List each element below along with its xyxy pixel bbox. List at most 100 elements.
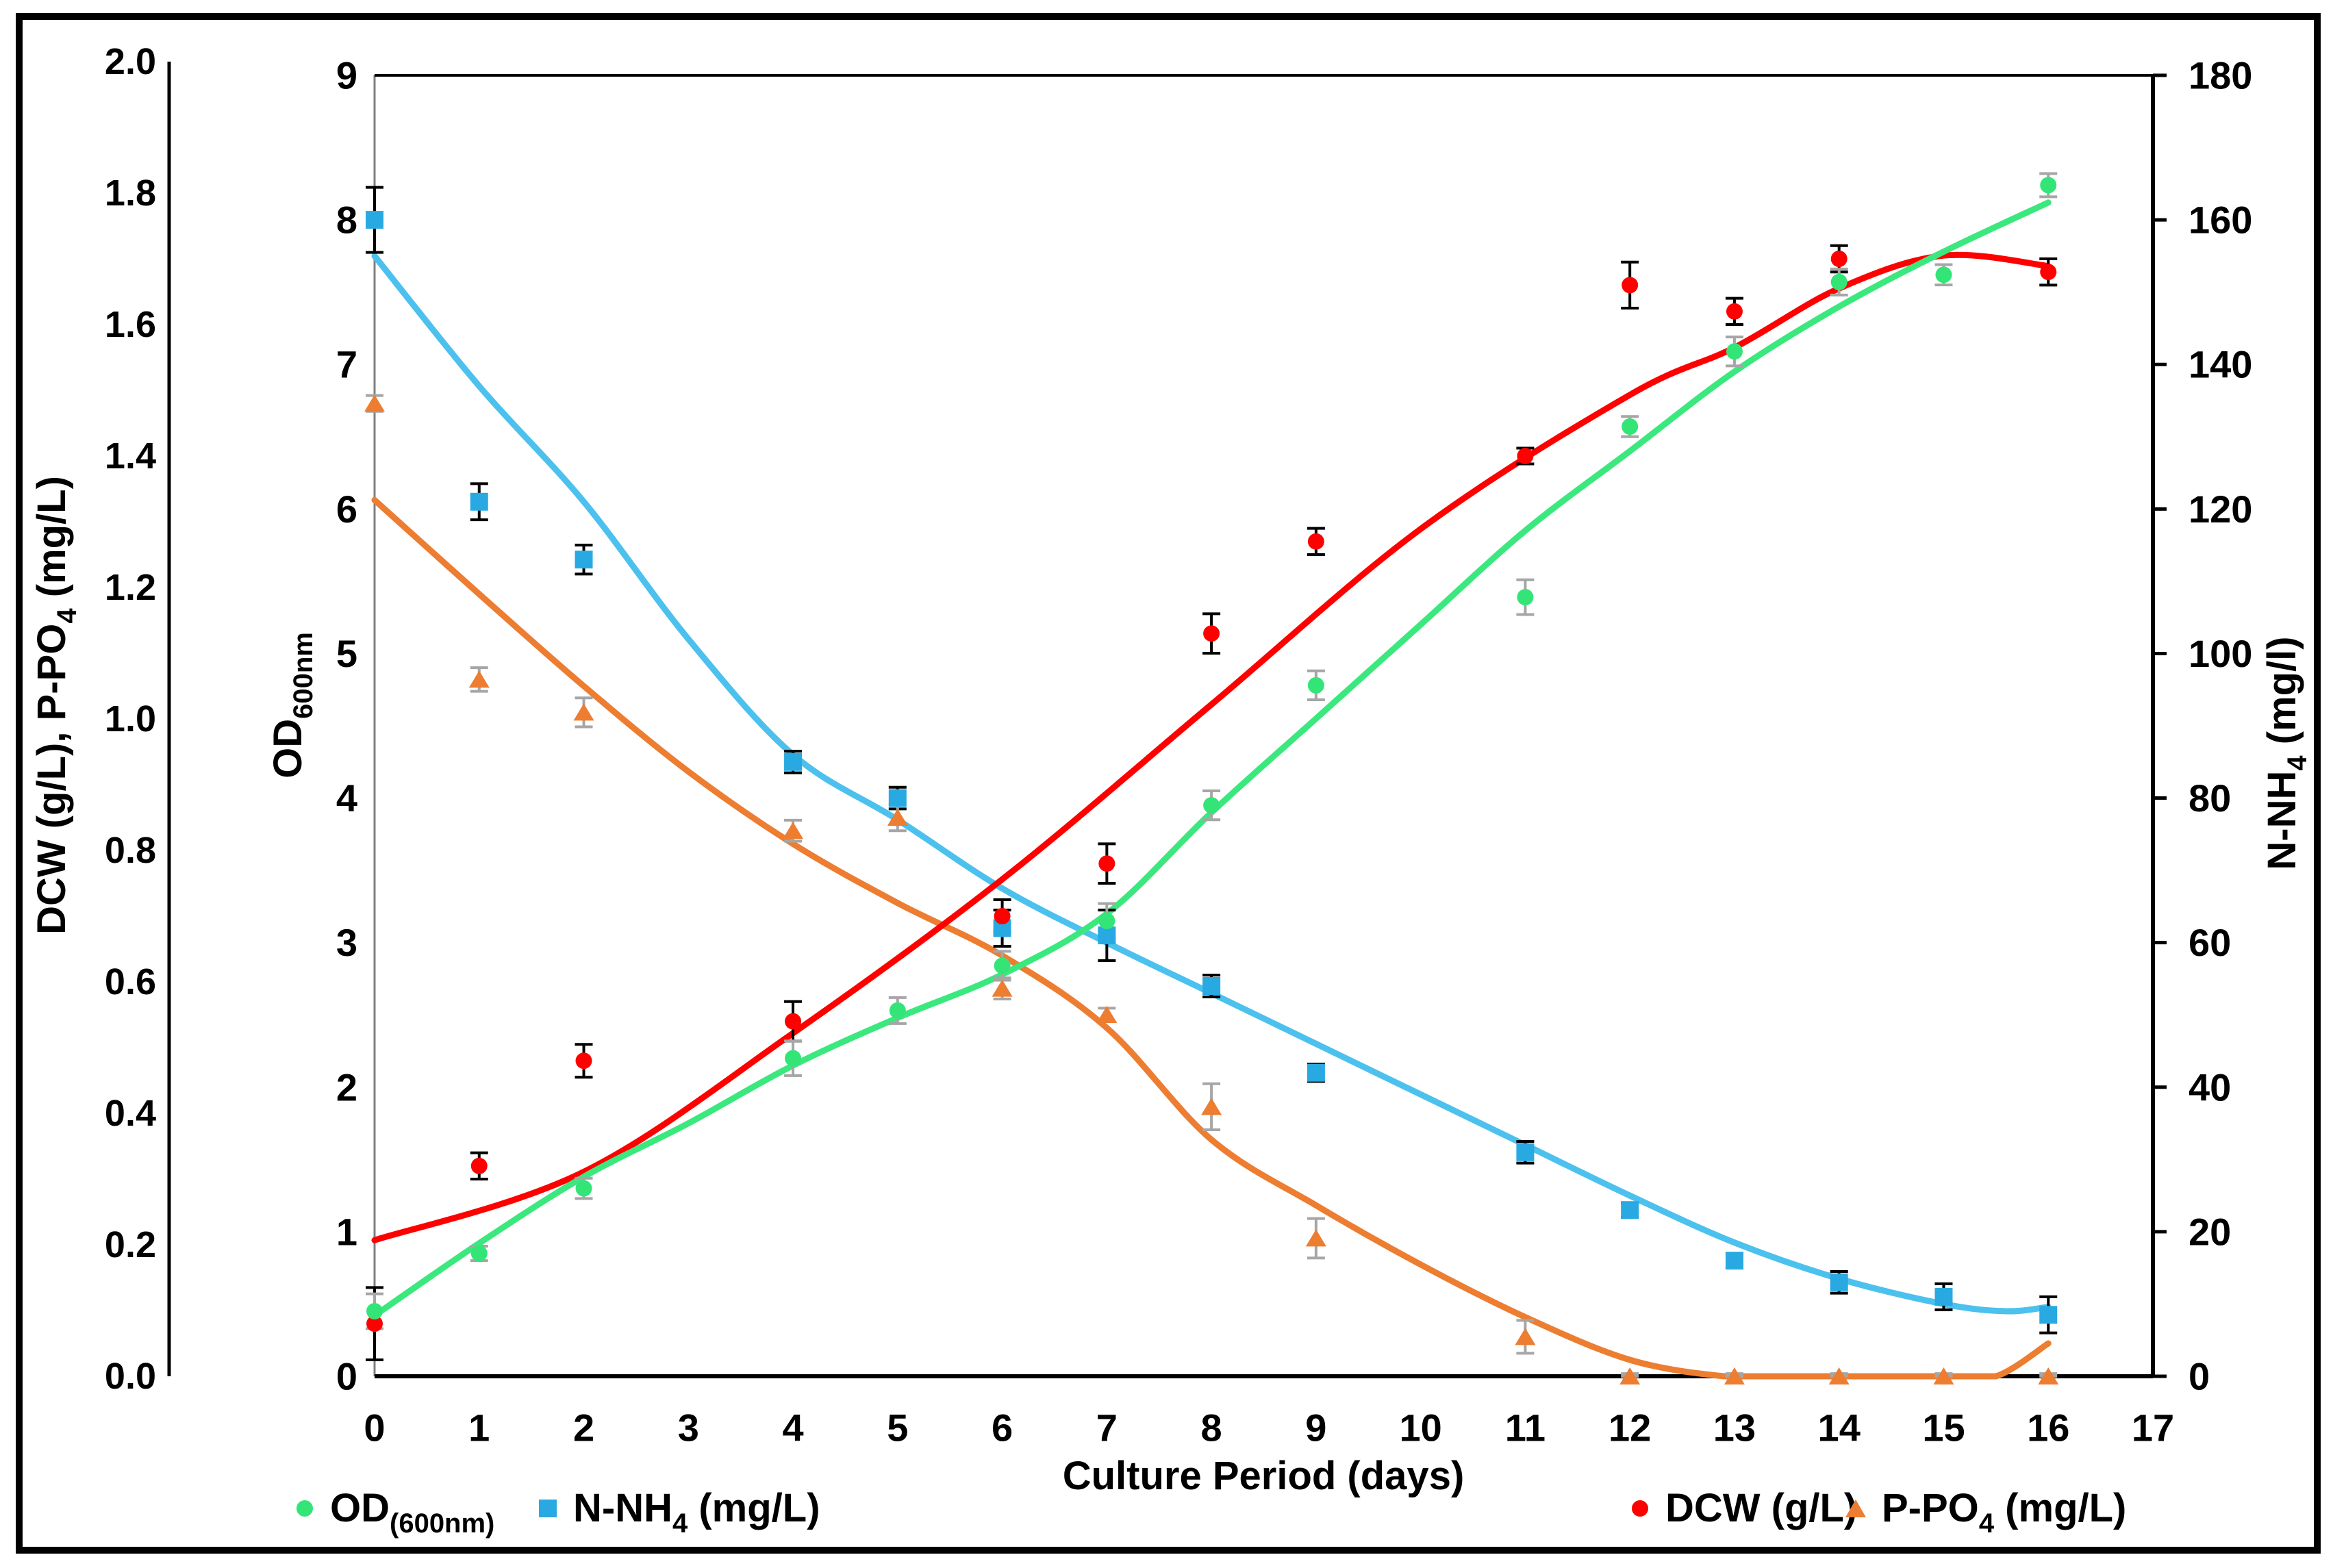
marker-od-day-11 xyxy=(1517,589,1534,606)
x-tick-label: 14 xyxy=(1818,1406,1861,1450)
left-inner-tick-label: 1 xyxy=(336,1210,357,1253)
marker-od-day-4 xyxy=(785,1050,802,1067)
left-inner-tick-label: 8 xyxy=(336,199,357,242)
marker-dcw-day-7 xyxy=(1098,855,1115,872)
right-tick-label: 60 xyxy=(2189,921,2231,964)
left-outer-tick-label: 0.8 xyxy=(105,830,156,871)
marker-od-day-5 xyxy=(889,1002,906,1019)
marker-dcw-day-14 xyxy=(1830,251,1848,267)
marker-dcw-day-0 xyxy=(366,1315,383,1332)
marker-nnh4-day-11 xyxy=(1516,1143,1535,1161)
marker-od-day-14 xyxy=(1830,273,1848,290)
marker-od-day-9 xyxy=(1307,676,1324,694)
left-outer-tick-label: 1.0 xyxy=(105,698,156,739)
marker-od-day-15 xyxy=(1935,266,1952,283)
marker-nnh4-day-9 xyxy=(1307,1063,1325,1082)
marker-ppo4-day-15 xyxy=(1933,1367,1954,1384)
right-tick-label: 20 xyxy=(2189,1210,2231,1253)
marker-nnh4-day-5 xyxy=(888,789,907,807)
left-outer-tick-label: 0.2 xyxy=(105,1224,156,1265)
legend: OD(600nm) N-NH4 (mg/L) DCW (g/L) P-PO4 (… xyxy=(297,1486,2126,1539)
marker-ppo4-day-12 xyxy=(1619,1367,1641,1384)
marker-nnh4-day-0 xyxy=(366,211,383,229)
x-tick-label: 11 xyxy=(1505,1406,1546,1450)
legend-nnh4-label: N-NH4 (mg/L) xyxy=(573,1486,820,1539)
x-tick-label: 7 xyxy=(1096,1406,1118,1450)
marker-nnh4-day-14 xyxy=(1830,1273,1848,1291)
left-outer-tick-label: 0.6 xyxy=(105,961,156,1002)
x-tick-label: 10 xyxy=(1399,1406,1441,1450)
x-tick-label: 12 xyxy=(1609,1406,1651,1450)
right-tick-label: 100 xyxy=(2189,632,2252,675)
x-tick-label: 17 xyxy=(2132,1406,2174,1450)
marker-ppo4-day-8 xyxy=(1201,1098,1222,1115)
marker-nnh4-day-12 xyxy=(1621,1201,1639,1219)
left-outer-axis-title: DCW (g/L), P-PO4 (mg/L) xyxy=(29,476,82,935)
marker-od-day-8 xyxy=(1203,797,1220,814)
figure-border xyxy=(16,13,2321,1554)
legend-nnh4-marker-icon xyxy=(539,1500,557,1517)
marker-dcw-day-4 xyxy=(785,1013,802,1030)
left-outer-tick-label: 1.4 xyxy=(105,435,156,477)
x-tick-label: 15 xyxy=(1922,1406,1965,1450)
marker-ppo4-day-16 xyxy=(2038,1367,2059,1384)
right-tick-label: 120 xyxy=(2189,488,2252,531)
x-tick-label: 9 xyxy=(1305,1406,1326,1450)
legend-ppo4-label: P-PO4 (mg/L) xyxy=(1882,1486,2126,1539)
marker-od-day-6 xyxy=(994,957,1011,974)
marker-nnh4-day-13 xyxy=(1725,1252,1743,1270)
right-tick-label: 40 xyxy=(2189,1065,2231,1109)
trendline-ppo4 xyxy=(371,496,2052,1380)
marker-nnh4-day-2 xyxy=(575,551,593,569)
left-inner-tick-label: 4 xyxy=(336,776,357,820)
left-inner-tick-label: 5 xyxy=(336,632,357,675)
right-tick-label: 180 xyxy=(2189,54,2252,97)
left-outer-tick-label: 0.4 xyxy=(105,1093,156,1134)
left-inner-tick-label: 9 xyxy=(336,54,357,97)
marker-dcw-day-16 xyxy=(2040,264,2057,281)
legend-od-label: OD(600nm) xyxy=(330,1486,494,1539)
left-outer-tick-label: 1.6 xyxy=(105,304,156,345)
marker-od-day-1 xyxy=(470,1245,488,1262)
right-tick-label: 160 xyxy=(2189,199,2252,242)
right-axis-title: N-NH4 (mg/l) xyxy=(2260,636,2312,870)
right-tick-label: 80 xyxy=(2189,776,2231,820)
marker-dcw-day-6 xyxy=(994,908,1011,924)
x-tick-label: 4 xyxy=(782,1406,803,1450)
marker-dcw-day-12 xyxy=(1622,277,1639,294)
marker-ppo4-day-9 xyxy=(1305,1229,1326,1247)
left-inner-axis-title: OD600nm xyxy=(266,632,318,779)
marker-ppo4-day-14 xyxy=(1828,1367,1850,1384)
trendline-nnh4 xyxy=(371,253,2052,1315)
legend-od-marker-icon xyxy=(297,1500,313,1517)
marker-nnh4-day-1 xyxy=(470,492,488,511)
left-inner-tick-label: 6 xyxy=(336,488,357,531)
left-inner-tick-label: 3 xyxy=(336,921,357,964)
left-inner-tick-label: 2 xyxy=(336,1065,357,1109)
x-tick-label: 13 xyxy=(1713,1406,1756,1450)
marker-ppo4-day-2 xyxy=(573,703,594,721)
trendline-dcw xyxy=(371,251,2052,1243)
x-tick-label: 6 xyxy=(992,1406,1013,1450)
x-tick-label: 1 xyxy=(468,1406,490,1450)
marker-dcw-day-9 xyxy=(1307,533,1324,550)
right-tick-label: 0 xyxy=(2189,1355,2210,1398)
x-axis-title: Culture Period (days) xyxy=(1063,1454,1465,1498)
marker-ppo4-day-6 xyxy=(992,979,1013,997)
marker-dcw-day-11 xyxy=(1517,448,1534,464)
left-outer-tick-label: 0.0 xyxy=(105,1356,156,1397)
marker-dcw-day-1 xyxy=(470,1157,488,1174)
marker-nnh4-day-15 xyxy=(1934,1287,1953,1306)
x-tick-label: 8 xyxy=(1201,1406,1222,1450)
marker-od-day-13 xyxy=(1726,343,1743,360)
marker-od-day-16 xyxy=(2040,177,2057,194)
left-outer-tick-label: 1.2 xyxy=(105,567,156,608)
legend-ppo4-marker-icon xyxy=(1845,1500,1866,1517)
x-tick-label: 3 xyxy=(678,1406,699,1450)
marker-od-day-0 xyxy=(366,1303,383,1319)
marker-ppo4-day-4 xyxy=(783,822,804,839)
x-tick-label: 16 xyxy=(2027,1406,2069,1450)
marker-dcw-day-8 xyxy=(1203,625,1220,642)
